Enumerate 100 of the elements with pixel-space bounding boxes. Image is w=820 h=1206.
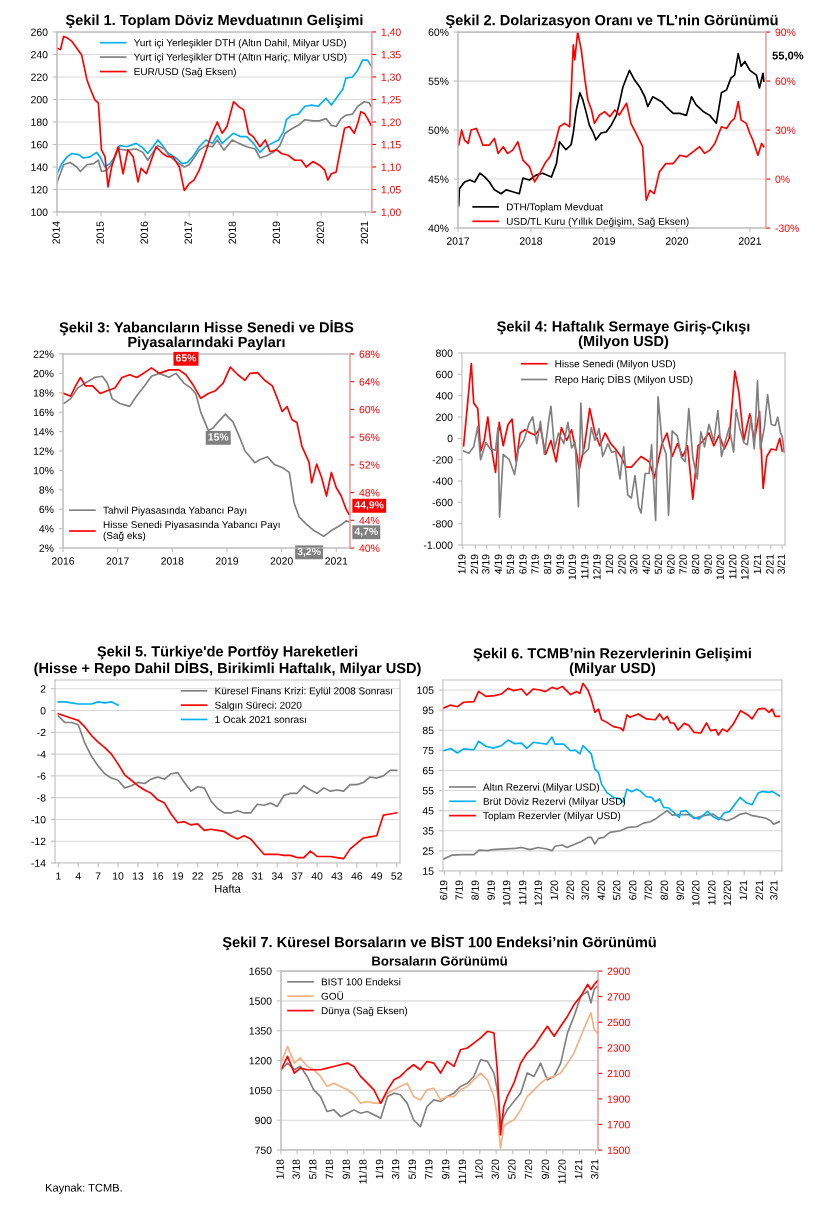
line-series [57,715,398,814]
x-tick-label: 28 [232,872,243,880]
x-tick-label: 7/19 [531,554,539,574]
x-tick-label: 25 [212,872,223,880]
y-tick-label: 16% [33,408,54,417]
legend-label: Brüt Döviz Rezervi (Milyar USD) [483,797,626,807]
x-tick-label: 10/19 [568,554,576,580]
x-tick-label: 2014 [52,221,60,244]
x-tick-label: 2017 [106,557,129,565]
y-tick-label: 20% [33,369,54,378]
y-tick-label: 800 [436,349,453,357]
y-tick-label: 18% [33,389,54,397]
y-tick-label: 140 [31,163,48,171]
x-tick-label: 2021 [738,237,761,245]
y2-tick-label: 1,05 [381,186,401,195]
x-tick-label: 52 [391,872,402,880]
x-tick-label: 7/20 [524,1159,533,1179]
x-tick-label: 1/20 [550,880,558,900]
x-tick-label: 6/20 [628,880,637,900]
x-tick-label: 3/21 [777,554,785,574]
x-tick-label: 12/19 [534,880,542,906]
x-tick-label: 2/19 [470,554,479,574]
x-tick-label: 1/19 [375,1159,384,1179]
y-tick-label: 200 [436,413,453,421]
y-tick-label: -2 [37,728,46,737]
y-tick-label: 85 [422,726,434,735]
y-tick-label: 120 [31,186,48,194]
y-tick-label: 400 [435,392,453,400]
data-label: 65% [175,354,197,362]
legend-label: Repo Hariç DİBS (Milyon USD) [555,374,693,386]
x-tick-label: 9/20 [541,1159,550,1179]
x-tick-label: 1/21 [753,554,762,574]
y-tick-label: -600 [432,498,453,507]
x-tick-label: 4/19 [494,554,502,575]
x-tick-label: 16 [152,872,164,880]
x-tick-label: 10/20 [716,554,724,580]
x-tick-label: 5/20 [654,554,663,574]
chart-title: Şekil 2. Dolarizasyon Oranı ve TL’nin Görünümü [445,14,778,29]
x-tick-label: 11/19 [518,880,527,905]
y2-tick-label: 44% [359,516,380,525]
x-tick-label: 1/20 [605,554,614,574]
x-tick-label: 9/20 [704,554,712,574]
x-tick-label: 1/20 [474,1159,483,1179]
y2-tick-label: 0% [775,175,790,183]
x-tick-label: 2019 [592,237,616,245]
x-tick-label: 9/19 [487,880,495,900]
x-tick-label: 11/20 [558,1159,566,1184]
y-tick-label: 55% [428,77,449,85]
x-tick-label: 7/19 [455,880,463,900]
y-tick-label: -800 [432,520,453,528]
y2-tick-label: 2500 [607,1018,630,1027]
x-tick-label: 6/19 [439,880,448,900]
x-tick-label: 3/19 [391,1159,400,1179]
x-tick-label: 1/18 [276,1159,284,1179]
data-label: 44,9% [354,501,384,511]
x-tick-label: 8/20 [691,554,700,574]
y2-tick-label: 1,30 [381,73,401,83]
y-tick-label: 60% [428,28,449,36]
x-tick-label: 2015 [96,221,104,244]
y-tick-label: 15 [423,867,434,875]
x-tick-label: 3/19 [481,554,490,574]
x-tick-label: 2019 [272,221,280,244]
y2-tick-label: 2100 [607,1069,630,1078]
x-axis-title: Hafta [215,884,241,893]
legend-label: USD/TL Kuru (Yıllık Değişim, Sağ Eksen) [506,217,689,227]
legend-label: GOÜ [321,991,344,1000]
y-tick-label: 4% [39,525,54,533]
y-tick-label: 180 [31,118,48,126]
x-tick-label: 12/20 [740,554,749,580]
y-tick-label: 95 [422,706,434,714]
y-tick-label: 600 [436,370,453,379]
legend-label: DTH/Toplam Mevduat [506,203,603,213]
x-tick-label: 2/20 [566,880,574,900]
x-tick-label: 2016 [51,557,75,565]
y-tick-label: 260 [31,28,48,36]
y2-tick-label: 1700 [607,1120,630,1129]
y2-tick-label: 2900 [607,967,630,975]
legend-label: Küresel Finans Krizi: Eylül 2008 Sonrası [215,687,393,697]
x-tick-label: 7/19 [424,1159,433,1179]
legend-label: Dünya (Sağ Eksen) [321,1006,408,1017]
line-series [442,736,781,821]
y-tick-label: -6 [37,772,46,780]
x-tick-label: 2020 [316,221,325,244]
x-tick-label: 11/20 [728,554,737,579]
x-tick-label: 4 [75,872,81,880]
x-tick-label: 31 [251,872,263,880]
x-tick-label: 3/20 [629,554,638,574]
x-tick-label: 2017 [446,237,470,245]
y-tick-label: 1200 [249,1057,272,1065]
x-tick-label: 5/19 [408,1159,416,1179]
x-tick-label: 2018 [228,221,236,244]
y-tick-label: 75 [422,746,434,755]
x-tick-label: 12/20 [723,880,732,906]
chart-title: Şekil 7. Küresel Borsaların ve BİST 100 Endeksi’nin Görünümü [222,934,656,951]
x-tick-label: 13 [132,872,144,880]
x-tick-label: 2018 [161,557,184,565]
y-tick-label: 100 [31,208,48,216]
chart-title: Şekil 3: Yabancıların Hisse Senedi ve DİBS Piyasalarındaki Payları [59,319,354,351]
y2-tick-label: 1,40 [381,28,401,38]
y2-tick-label: 56% [359,433,380,441]
